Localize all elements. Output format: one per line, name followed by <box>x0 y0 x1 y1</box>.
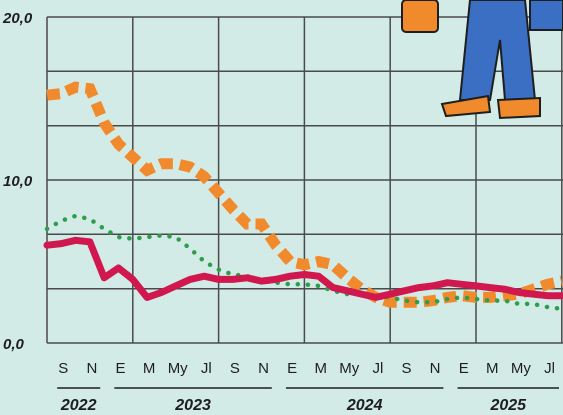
x-tick-label: M <box>486 360 499 377</box>
x-tick-label: E <box>459 360 469 377</box>
y-tick-label: 20,0 <box>2 10 33 27</box>
y-tick-label: 0,0 <box>3 336 25 353</box>
year-label: 2022 <box>60 397 97 414</box>
year-label: 2024 <box>346 397 383 414</box>
year-label: 2025 <box>489 397 527 414</box>
y-tick-label: 10,0 <box>3 173 33 190</box>
series-line <box>44 213 563 312</box>
x-tick-label: S <box>230 360 240 377</box>
x-tick-label: Jl <box>201 360 212 377</box>
year-label: 2023 <box>174 397 211 414</box>
illustration <box>401 0 563 120</box>
x-tick-label: N <box>258 360 269 377</box>
x-tick-label: Jl <box>544 360 555 377</box>
x-tick-label: S <box>401 360 411 377</box>
jeans <box>458 0 537 101</box>
shoe <box>496 96 541 120</box>
x-tick-label: My <box>511 360 531 377</box>
series-line <box>43 236 563 301</box>
x-tick-label: E <box>115 360 125 377</box>
x-tick-label: N <box>86 360 97 377</box>
x-tick-label: E <box>287 360 297 377</box>
x-tick-label: My <box>168 360 188 377</box>
x-tick-label: My <box>339 360 359 377</box>
bag <box>401 0 439 33</box>
x-tick-label: Jl <box>372 360 383 377</box>
x-tick-label: S <box>58 360 68 377</box>
x-tick-label: M <box>143 360 156 377</box>
sleeve <box>529 0 563 31</box>
shoe <box>440 94 492 118</box>
x-tick-label: N <box>430 360 441 377</box>
x-tick-label: M <box>314 360 327 377</box>
